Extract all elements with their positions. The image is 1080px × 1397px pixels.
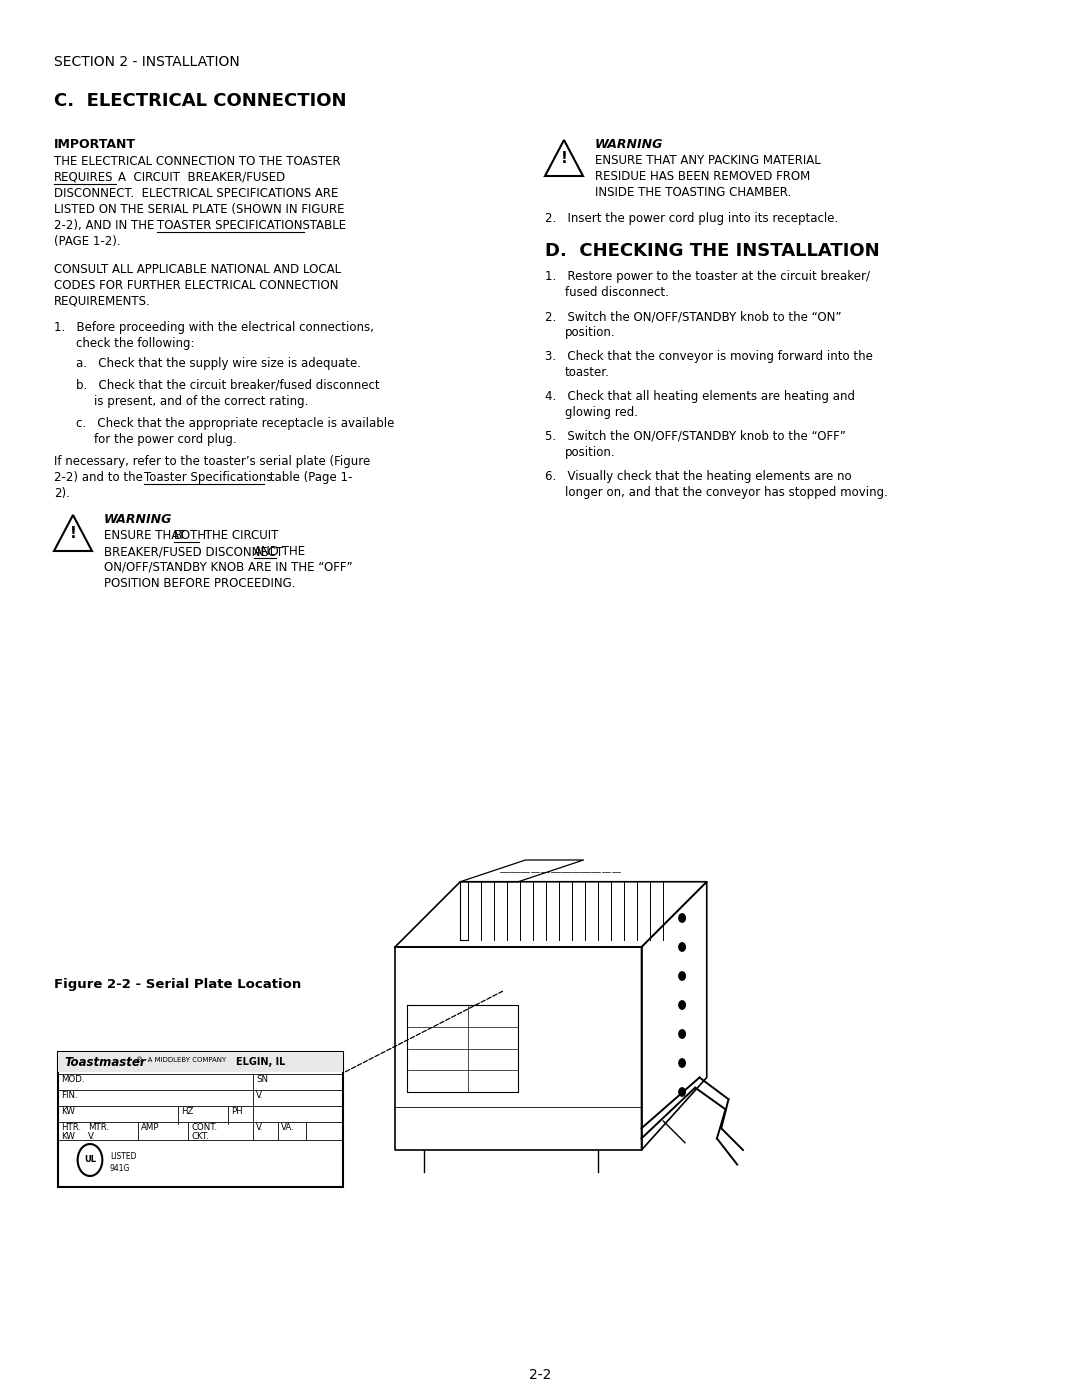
Text: CODES FOR FURTHER ELECTRICAL CONNECTION: CODES FOR FURTHER ELECTRICAL CONNECTION (54, 279, 338, 292)
Text: AND: AND (254, 545, 280, 557)
Text: a.   Check that the supply wire size is adequate.: a. Check that the supply wire size is ad… (76, 358, 361, 370)
Text: (PAGE 1-2).: (PAGE 1-2). (54, 235, 121, 249)
Text: 1.   Restore power to the toaster at the circuit breaker/: 1. Restore power to the toaster at the c… (545, 270, 870, 284)
Text: SN: SN (256, 1076, 268, 1084)
Text: MTR.: MTR. (87, 1123, 109, 1132)
Text: VA.: VA. (281, 1123, 295, 1132)
Circle shape (679, 1000, 686, 1009)
Text: ELGIN, IL: ELGIN, IL (237, 1058, 285, 1067)
Text: Toaster Specifications: Toaster Specifications (144, 471, 272, 483)
Circle shape (679, 1088, 686, 1097)
Text: 5.   Switch the ON/OFF/STANDBY knob to the “OFF”: 5. Switch the ON/OFF/STANDBY knob to the… (545, 430, 846, 443)
Text: AMP: AMP (141, 1123, 160, 1132)
Text: TOASTER SPECIFICATIONS: TOASTER SPECIFICATIONS (157, 219, 310, 232)
Text: HZ: HZ (181, 1106, 193, 1116)
Text: TABLE: TABLE (306, 219, 346, 232)
Text: WARNING: WARNING (595, 138, 663, 151)
FancyBboxPatch shape (58, 1052, 343, 1071)
Text: LISTED: LISTED (110, 1153, 136, 1161)
Text: longer on, and that the conveyor has stopped moving.: longer on, and that the conveyor has sto… (565, 486, 888, 499)
Text: V.: V. (87, 1132, 95, 1141)
Text: KW: KW (60, 1132, 75, 1141)
Text: CKT.: CKT. (191, 1132, 208, 1141)
Text: 2-2) and to the: 2-2) and to the (54, 471, 147, 483)
Text: Figure 2-2 - Serial Plate Location: Figure 2-2 - Serial Plate Location (54, 978, 301, 990)
Text: BREAKER/FUSED DISCONNECT: BREAKER/FUSED DISCONNECT (104, 545, 287, 557)
Circle shape (679, 1030, 686, 1038)
Text: ON/OFF/STANDBY KNOB ARE IN THE “OFF”: ON/OFF/STANDBY KNOB ARE IN THE “OFF” (104, 562, 353, 574)
Text: POSITION BEFORE PROCEEDING.: POSITION BEFORE PROCEEDING. (104, 577, 296, 590)
Text: FIN.: FIN. (60, 1091, 78, 1099)
Text: fused disconnect.: fused disconnect. (565, 286, 669, 299)
Text: check the following:: check the following: (76, 337, 194, 351)
Text: for the power cord plug.: for the power cord plug. (94, 433, 237, 446)
Text: REQUIREMENTS.: REQUIREMENTS. (54, 295, 151, 307)
Text: CONSULT ALL APPLICABLE NATIONAL AND LOCAL: CONSULT ALL APPLICABLE NATIONAL AND LOCA… (54, 263, 341, 277)
Text: position.: position. (565, 326, 616, 339)
Text: CONT.: CONT. (191, 1123, 217, 1132)
Text: UL: UL (84, 1155, 96, 1165)
FancyBboxPatch shape (58, 1052, 343, 1187)
Text: Toastmaster: Toastmaster (64, 1056, 146, 1069)
Circle shape (679, 1059, 686, 1067)
Text: D.  CHECKING THE INSTALLATION: D. CHECKING THE INSTALLATION (545, 242, 879, 260)
Text: LISTED ON THE SERIAL PLATE (SHOWN IN FIGURE: LISTED ON THE SERIAL PLATE (SHOWN IN FIG… (54, 203, 345, 217)
Text: 2).: 2). (54, 488, 70, 500)
Text: KW: KW (60, 1106, 75, 1116)
Text: c.   Check that the appropriate receptacle is available: c. Check that the appropriate receptacle… (76, 416, 394, 430)
Text: DISCONNECT.  ELECTRICAL SPECIFICATIONS ARE: DISCONNECT. ELECTRICAL SPECIFICATIONS AR… (54, 187, 338, 200)
Text: 2.   Switch the ON/OFF/STANDBY knob to the “ON”: 2. Switch the ON/OFF/STANDBY knob to the… (545, 310, 841, 323)
Text: 941G: 941G (110, 1164, 131, 1173)
Text: !: ! (69, 527, 77, 542)
Circle shape (679, 914, 686, 922)
Text: THE CIRCUIT: THE CIRCUIT (201, 529, 279, 542)
Text: V.: V. (256, 1091, 264, 1099)
Text: BOTH: BOTH (174, 529, 207, 542)
Text: 6.   Visually check that the heating elements are no: 6. Visually check that the heating eleme… (545, 469, 852, 483)
Text: ®  A MIDDLEBY COMPANY: ® A MIDDLEBY COMPANY (136, 1058, 226, 1063)
Text: REQUIRES: REQUIRES (54, 170, 113, 184)
Text: position.: position. (565, 446, 616, 460)
Text: THE: THE (278, 545, 306, 557)
Text: !: ! (561, 151, 567, 166)
Text: 2.   Insert the power cord plug into its receptacle.: 2. Insert the power cord plug into its r… (545, 212, 838, 225)
Text: 2-2: 2-2 (529, 1368, 551, 1382)
Text: ENSURE THAT ANY PACKING MATERIAL: ENSURE THAT ANY PACKING MATERIAL (595, 154, 821, 168)
Text: V.: V. (256, 1123, 264, 1132)
Text: A  CIRCUIT  BREAKER/FUSED: A CIRCUIT BREAKER/FUSED (118, 170, 285, 184)
Text: glowing red.: glowing red. (565, 407, 638, 419)
Text: RESIDUE HAS BEEN REMOVED FROM: RESIDUE HAS BEEN REMOVED FROM (595, 170, 810, 183)
Text: SECTION 2 - INSTALLATION: SECTION 2 - INSTALLATION (54, 54, 240, 68)
Circle shape (679, 972, 686, 981)
Text: IMPORTANT: IMPORTANT (54, 138, 136, 151)
Text: PH: PH (231, 1106, 243, 1116)
Text: toaster.: toaster. (565, 366, 610, 379)
Text: WARNING: WARNING (104, 513, 173, 527)
Text: MOD.: MOD. (60, 1076, 84, 1084)
Text: C.  ELECTRICAL CONNECTION: C. ELECTRICAL CONNECTION (54, 92, 347, 110)
Text: table (Page 1-: table (Page 1- (266, 471, 352, 483)
Text: is present, and of the correct rating.: is present, and of the correct rating. (94, 395, 309, 408)
Text: 1.   Before proceeding with the electrical connections,: 1. Before proceeding with the electrical… (54, 321, 374, 334)
Text: b.   Check that the circuit breaker/fused disconnect: b. Check that the circuit breaker/fused … (76, 379, 380, 393)
Text: If necessary, refer to the toaster’s serial plate (Figure: If necessary, refer to the toaster’s ser… (54, 455, 370, 468)
Text: 2-2), AND IN THE: 2-2), AND IN THE (54, 219, 158, 232)
Text: THE ELECTRICAL CONNECTION TO THE TOASTER: THE ELECTRICAL CONNECTION TO THE TOASTER (54, 155, 340, 168)
Text: HTR.: HTR. (60, 1123, 81, 1132)
Text: 4.   Check that all heating elements are heating and: 4. Check that all heating elements are h… (545, 390, 855, 402)
Circle shape (679, 943, 686, 951)
Text: INSIDE THE TOASTING CHAMBER.: INSIDE THE TOASTING CHAMBER. (595, 186, 792, 198)
Text: 3.   Check that the conveyor is moving forward into the: 3. Check that the conveyor is moving for… (545, 351, 873, 363)
Text: ENSURE THAT: ENSURE THAT (104, 529, 189, 542)
